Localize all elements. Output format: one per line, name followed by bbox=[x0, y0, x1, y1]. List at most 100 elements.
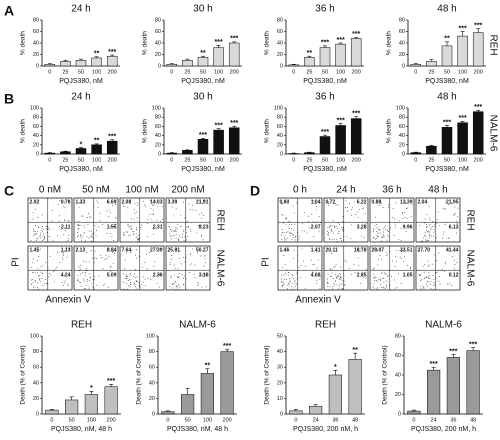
x-tick-label: 100 bbox=[92, 69, 101, 75]
event-dot bbox=[284, 235, 286, 237]
event-dot bbox=[169, 263, 171, 265]
event-dot bbox=[282, 281, 284, 283]
event-dot bbox=[46, 227, 47, 229]
event-dot bbox=[53, 281, 55, 283]
event-dot bbox=[295, 237, 297, 239]
event-dot bbox=[377, 236, 379, 237]
event-dot bbox=[127, 277, 129, 279]
event-dot bbox=[382, 233, 384, 235]
event-dot bbox=[404, 212, 406, 213]
row-label: REH bbox=[214, 209, 225, 230]
event-dot bbox=[315, 206, 317, 208]
event-dot bbox=[303, 230, 305, 232]
event-dot bbox=[110, 211, 111, 213]
x-tick-label: 25 bbox=[184, 157, 190, 163]
event-dot bbox=[281, 234, 283, 236]
event-dot bbox=[445, 201, 447, 203]
x-tick-label: 36 bbox=[450, 417, 456, 423]
event-dot bbox=[381, 272, 383, 274]
event-dot bbox=[380, 279, 382, 280]
y-tick-label: 30 bbox=[277, 365, 283, 371]
event-dot bbox=[138, 282, 140, 284]
bar bbox=[106, 55, 118, 67]
event-dot bbox=[203, 255, 205, 257]
event-dot bbox=[129, 286, 131, 288]
event-dot bbox=[102, 268, 104, 270]
quadrant-value: 27.30 bbox=[150, 247, 163, 253]
event-dot bbox=[81, 240, 83, 242]
event-dot bbox=[379, 277, 381, 279]
event-dot bbox=[46, 228, 48, 230]
event-dot bbox=[443, 231, 445, 233]
event-dot bbox=[433, 231, 435, 233]
flow-plot bbox=[277, 197, 323, 243]
event-dot bbox=[204, 258, 206, 260]
y-tick-label: 40 bbox=[149, 380, 155, 386]
y-tick-label: 20 bbox=[149, 396, 155, 402]
event-dot bbox=[287, 285, 289, 287]
y-tick-label: 20 bbox=[33, 142, 39, 148]
event-dot bbox=[350, 273, 352, 275]
event-dot bbox=[380, 279, 382, 281]
event-dot bbox=[169, 226, 171, 228]
y-tick-label: 80 bbox=[33, 349, 39, 355]
event-dot bbox=[341, 288, 343, 290]
event-dot bbox=[123, 233, 125, 235]
error-bar bbox=[445, 41, 449, 46]
event-dot bbox=[426, 277, 428, 279]
event-dot bbox=[125, 259, 126, 261]
event-dot bbox=[444, 224, 446, 225]
event-dot bbox=[283, 237, 285, 239]
event-dot bbox=[310, 259, 312, 261]
event-dot bbox=[84, 241, 86, 243]
y-tick-label: 20 bbox=[33, 52, 39, 58]
event-dot bbox=[169, 234, 171, 236]
event-dot bbox=[85, 272, 87, 274]
significance: *** bbox=[215, 39, 223, 46]
event-dot bbox=[428, 217, 430, 219]
event-dot bbox=[83, 232, 85, 234]
event-dot bbox=[191, 205, 193, 207]
event-dot bbox=[394, 227, 396, 229]
event-dot bbox=[42, 240, 44, 241]
x-tick-label: 25 bbox=[184, 69, 190, 75]
y-tick-label: 40 bbox=[277, 40, 283, 46]
event-dot bbox=[67, 200, 69, 202]
event-dot bbox=[112, 262, 114, 264]
event-dot bbox=[171, 206, 173, 208]
event-dot bbox=[284, 200, 286, 202]
column-header: 36 h bbox=[382, 185, 401, 196]
event-dot bbox=[143, 204, 145, 206]
event-dot bbox=[327, 273, 329, 275]
y-axis-label: % death bbox=[264, 119, 271, 143]
event-dot bbox=[43, 233, 45, 235]
event-dot bbox=[170, 236, 172, 238]
error-bar bbox=[165, 410, 170, 412]
event-dot bbox=[133, 219, 135, 221]
event-dot bbox=[111, 236, 113, 238]
y-axis-label: Death (% of Control) bbox=[20, 345, 27, 404]
event-dot bbox=[339, 223, 340, 225]
y-tick-label: 60 bbox=[155, 124, 161, 130]
event-dot bbox=[339, 275, 341, 277]
event-dot bbox=[438, 225, 440, 227]
quadrant-value: 1.13 bbox=[61, 247, 71, 253]
event-dot bbox=[327, 281, 328, 283]
error-bar bbox=[185, 58, 190, 61]
x-axis-label: PQJS380, 200 nM, h bbox=[411, 426, 476, 433]
event-dot bbox=[451, 203, 453, 205]
event-dot bbox=[391, 276, 393, 278]
y-tick-label: 60 bbox=[277, 29, 283, 35]
significance: *** bbox=[108, 49, 116, 56]
event-dot bbox=[41, 226, 43, 228]
error-bar bbox=[353, 352, 358, 360]
y-tick-label: 100 bbox=[146, 333, 155, 339]
event-dot bbox=[171, 287, 173, 289]
event-dot bbox=[289, 234, 291, 236]
quadrant-value: 6.13 bbox=[449, 225, 459, 231]
event-dot bbox=[436, 237, 437, 239]
event-dot bbox=[326, 231, 328, 232]
event-dot bbox=[63, 200, 65, 202]
bar bbox=[75, 148, 87, 155]
event-dot bbox=[83, 288, 85, 290]
